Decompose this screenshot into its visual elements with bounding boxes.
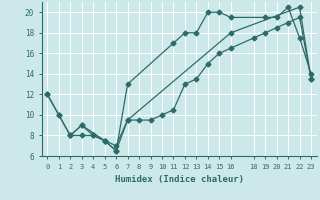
X-axis label: Humidex (Indice chaleur): Humidex (Indice chaleur) bbox=[115, 175, 244, 184]
